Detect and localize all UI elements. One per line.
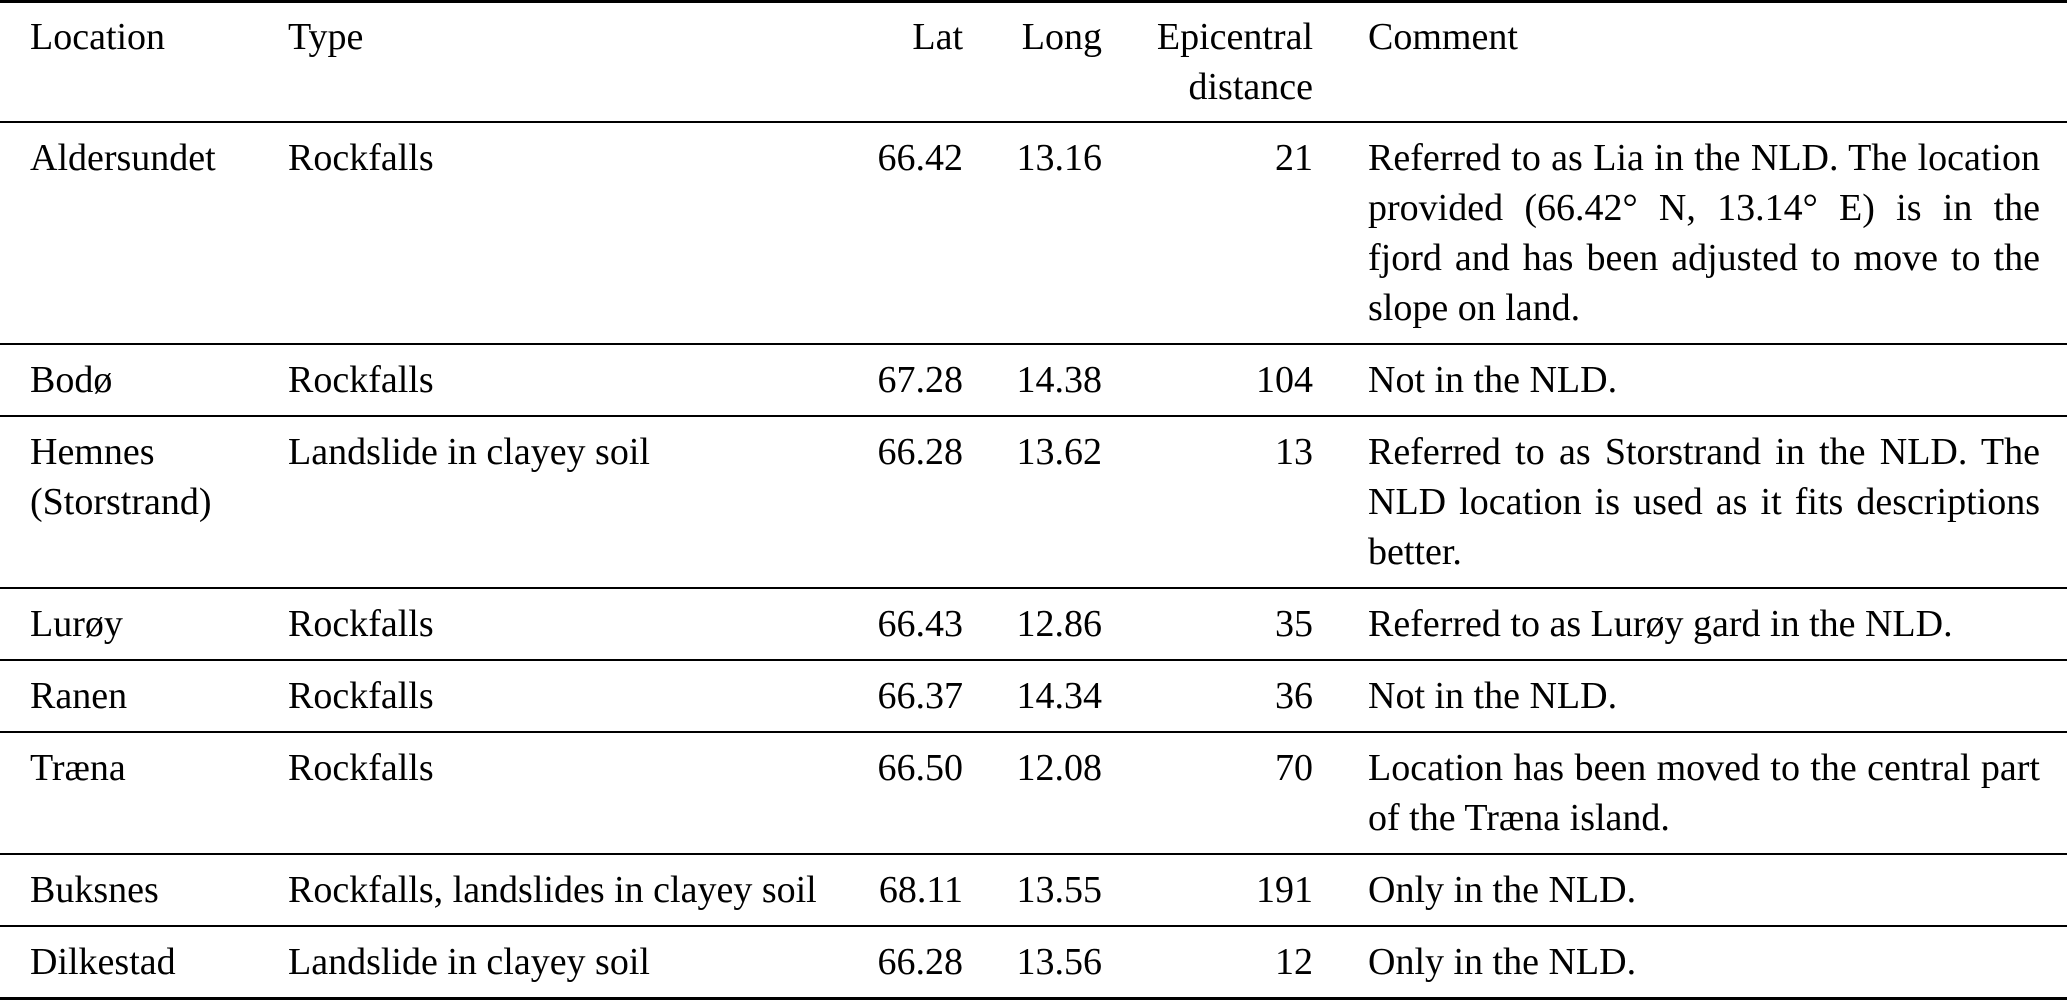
type-cell: Landslide in clayey soil <box>288 431 650 473</box>
type-cell: Rockfalls <box>288 603 434 645</box>
long-cell: 13.55 <box>1016 869 1103 911</box>
column-header-location: Location <box>30 16 166 58</box>
lat-cell: 67.28 <box>877 359 964 401</box>
table-row: Hemnes (Storstrand) Landslide in clayey … <box>0 416 2067 588</box>
table-row: Ranen Rockfalls 66.37 14.34 36 Not in th… <box>0 660 2067 732</box>
epicentral-distance-cell: 21 <box>1275 137 1313 179</box>
location-cell: Lurøy <box>30 603 123 645</box>
lat-cell: 68.11 <box>878 869 963 911</box>
type-cell: Rockfalls, landslides in clayey soil <box>288 869 817 911</box>
long-cell: 13.16 <box>1016 137 1103 179</box>
type-cell: Rockfalls <box>288 675 434 717</box>
location-cell: Træna <box>30 747 126 789</box>
location-cell: Aldersundet <box>30 137 216 179</box>
epicentral-distance-cell: 104 <box>1256 359 1313 401</box>
table-row: Lurøy Rockfalls 66.43 12.86 35 Referred … <box>0 588 2067 660</box>
type-cell: Landslide in clayey soil <box>288 941 650 983</box>
table-row: Dilkestad Landslide in clayey soil 66.28… <box>0 926 2067 999</box>
comment-cell: Only in the NLD. <box>1368 941 1637 983</box>
type-cell: Rockfalls <box>288 747 434 789</box>
table-row: Træna Rockfalls 66.50 12.08 70 Location … <box>0 732 2067 854</box>
lat-cell: 66.43 <box>877 603 964 645</box>
epicentral-distance-cell: 191 <box>1256 869 1313 911</box>
comment-cell: Location has been moved to the central p… <box>1368 747 2040 839</box>
column-header-type: Type <box>288 16 364 58</box>
lat-cell: 66.37 <box>877 675 964 717</box>
table-row: Bodø Rockfalls 67.28 14.38 104 Not in th… <box>0 344 2067 416</box>
long-cell: 13.56 <box>1016 941 1103 983</box>
location-cell: Hemnes (Storstrand) <box>30 431 212 523</box>
long-cell: 14.38 <box>1016 359 1103 401</box>
long-cell: 13.62 <box>1016 431 1103 473</box>
type-cell: Rockfalls <box>288 137 434 179</box>
column-header-lat: Lat <box>912 16 963 58</box>
comment-cell: Not in the NLD. <box>1368 359 1618 401</box>
epicentral-distance-cell: 70 <box>1275 747 1313 789</box>
header-row: Location Type Lat Long Epicentral distan… <box>0 2 2067 123</box>
lat-cell: 66.28 <box>877 941 964 983</box>
type-cell: Rockfalls <box>288 359 434 401</box>
location-cell: Bodø <box>30 359 113 401</box>
comment-cell: Only in the NLD. <box>1368 869 1637 911</box>
long-cell: 12.08 <box>1016 747 1103 789</box>
lat-cell: 66.28 <box>877 431 964 473</box>
epicentral-distance-cell: 13 <box>1275 431 1313 473</box>
location-cell: Buksnes <box>30 869 159 911</box>
long-cell: 14.34 <box>1016 675 1103 717</box>
long-cell: 12.86 <box>1016 603 1103 645</box>
column-header-comment: Comment <box>1368 16 1518 58</box>
table-body: Aldersundet Rockfalls 66.42 13.16 21 Ref… <box>0 122 2067 999</box>
comment-cell: Referred to as Storstrand in the NLD. Th… <box>1368 431 2040 573</box>
table-row: Aldersundet Rockfalls 66.42 13.16 21 Ref… <box>0 122 2067 344</box>
lat-cell: 66.42 <box>877 137 964 179</box>
comment-cell: Not in the NLD. <box>1368 675 1618 717</box>
column-header-epicentral-distance: Epicentral distance <box>1156 16 1313 108</box>
lat-cell: 66.50 <box>877 747 964 789</box>
epicentral-distance-cell: 36 <box>1275 675 1313 717</box>
epicentral-distance-cell: 12 <box>1275 941 1313 983</box>
table-row: Buksnes Rockfalls, landslides in clayey … <box>0 854 2067 926</box>
comment-cell: Referred to as Lurøy gard in the NLD. <box>1368 603 1953 645</box>
epicentral-distance-cell: 35 <box>1275 603 1313 645</box>
comment-cell: Referred to as Lia in the NLD. The locat… <box>1368 137 2040 329</box>
column-header-long: Long <box>1021 16 1102 58</box>
location-cell: Dilkestad <box>30 941 176 983</box>
location-cell: Ranen <box>30 675 128 717</box>
